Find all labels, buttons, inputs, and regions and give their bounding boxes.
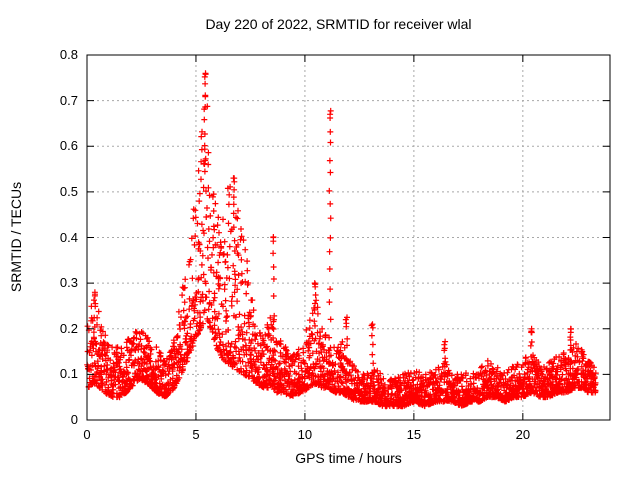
y-tick-label: 0.5 — [59, 183, 78, 199]
x-tick-label: 0 — [83, 427, 91, 442]
x-tick-label: 15 — [406, 427, 422, 442]
scatter-points — [84, 70, 599, 410]
x-tick-label: 5 — [192, 427, 200, 442]
y-tick-label: 0.4 — [59, 229, 78, 245]
x-tick-label: 10 — [297, 427, 313, 442]
y-tick-label: 0.2 — [59, 320, 78, 336]
y-tick-label: 0.3 — [59, 275, 78, 291]
y-tick-label: 0.1 — [59, 366, 78, 382]
chart-title: Day 220 of 2022, SRMTID for receiver wla… — [205, 16, 472, 32]
y-tick-label: 0.8 — [59, 47, 78, 62]
y-axis-label: SRMTID / TECUs — [8, 181, 24, 293]
x-tick-label: 20 — [515, 427, 531, 442]
y-tick-label: 0.7 — [59, 92, 78, 108]
y-tick-label: 0 — [70, 412, 78, 427]
y-tick-label: 0.6 — [59, 138, 78, 154]
x-axis-label: GPS time / hours — [295, 450, 402, 466]
axis-ticks — [86, 54, 610, 421]
